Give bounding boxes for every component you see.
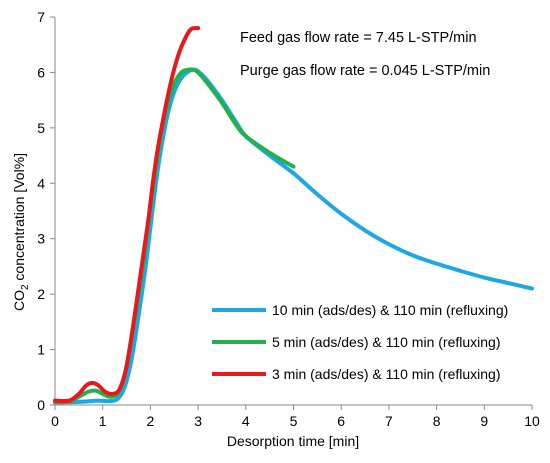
x-axis-title: Desorption time [min] (227, 433, 359, 449)
series-line-10min (53, 67, 534, 405)
y-tick-label: 1 (37, 342, 45, 358)
x-tick-label: 8 (433, 413, 441, 429)
x-tick-label: 0 (51, 413, 59, 429)
y-axis-title-rest: concentration [Vol%] (11, 153, 27, 285)
annotation-purge-flow: Purge gas flow rate = 0.045 L-STP/min (240, 63, 490, 79)
x-tick-label: 1 (99, 413, 107, 429)
legend-label-10min: 10 min (ads/des) & 110 min (refluxing) (272, 302, 508, 318)
y-tick-label: 6 (37, 64, 45, 80)
y-tick-label: 2 (37, 286, 45, 302)
x-tick-labels: 0 1 2 3 4 5 6 7 8 9 10 (51, 405, 540, 429)
y-axis-title-subscript: 2 (20, 284, 31, 290)
x-tick-label: 2 (147, 413, 155, 429)
y-tick-label: 5 (37, 120, 45, 136)
series-lines (53, 26, 534, 405)
y-tick-labels: 0 1 2 3 4 5 6 7 (37, 9, 55, 413)
y-tick-label: 7 (37, 9, 45, 25)
x-tick-label: 7 (385, 413, 393, 429)
y-tick-label: 3 (37, 231, 45, 247)
y-axis-title-main: CO (11, 290, 27, 311)
x-tick-label: 5 (290, 413, 298, 429)
legend-item-3min: 3 min (ads/des) & 110 min (refluxing) (212, 366, 501, 382)
legend-label-5min: 5 min (ads/des) & 110 min (refluxing) (272, 334, 501, 350)
legend-label-3min: 3 min (ads/des) & 110 min (refluxing) (272, 366, 501, 382)
annotation-feed-flow: Feed gas flow rate = 7.45 L-STP/min (240, 30, 477, 46)
x-tick-label: 6 (337, 413, 345, 429)
series-line-5min (53, 67, 296, 405)
legend-item-5min: 5 min (ads/des) & 110 min (refluxing) (212, 334, 501, 350)
y-tick-label: 0 (37, 397, 45, 413)
legend-item-10min: 10 min (ads/des) & 110 min (refluxing) (212, 302, 508, 318)
x-tick-label: 4 (242, 413, 250, 429)
legend: 10 min (ads/des) & 110 min (refluxing) 5… (212, 302, 508, 382)
x-tick-label: 10 (524, 413, 540, 429)
x-tick-label: 9 (480, 413, 488, 429)
series-line-3min (53, 26, 201, 404)
x-tick-label: 3 (194, 413, 202, 429)
y-axis-title: CO2 concentration [Vol%] (11, 153, 31, 311)
y-tick-label: 4 (37, 175, 45, 191)
